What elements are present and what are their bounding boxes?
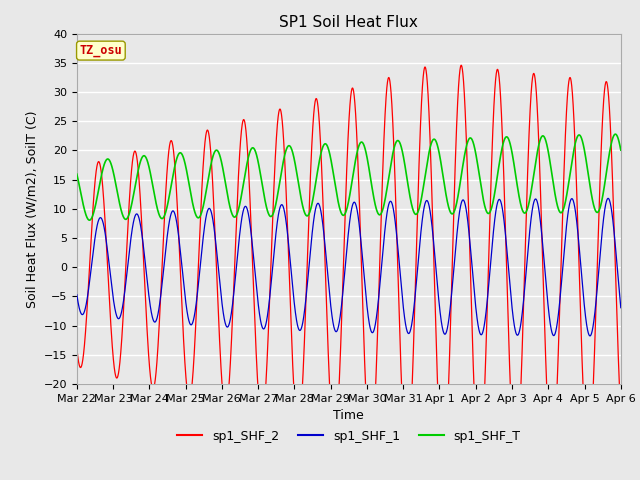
X-axis label: Time: Time — [333, 409, 364, 422]
sp1_SHF_T — [399, 153, 407, 158]
sp1_SHF_T — [86, 217, 93, 223]
sp1_SHF_T — [281, 152, 289, 158]
sp1_SHF_1 — [281, 210, 289, 216]
sp1_SHF_1 — [172, 214, 179, 220]
sp1_SHF_2 — [520, 278, 528, 284]
sp1_SHF_T — [520, 210, 528, 216]
sp1_SHF_T — [73, 171, 81, 177]
sp1_SHF_2 — [73, 345, 81, 350]
Line: sp1_SHF_1: sp1_SHF_1 — [77, 198, 621, 336]
sp1_SHF_1 — [73, 292, 81, 298]
Line: sp1_SHF_T: sp1_SHF_T — [77, 134, 621, 220]
sp1_SHF_1 — [586, 333, 594, 339]
sp1_SHF_1 — [427, 212, 435, 217]
sp1_SHF_T — [172, 159, 180, 165]
Legend: sp1_SHF_2, sp1_SHF_1, sp1_SHF_T: sp1_SHF_2, sp1_SHF_1, sp1_SHF_T — [172, 425, 525, 448]
sp1_SHF_T — [617, 147, 625, 153]
sp1_SHF_2 — [458, 62, 465, 68]
sp1_SHF_2 — [399, 418, 407, 424]
sp1_SHF_T — [479, 194, 486, 200]
sp1_SHF_2 — [439, 468, 447, 474]
sp1_SHF_2 — [617, 413, 625, 419]
sp1_SHF_1 — [617, 305, 625, 311]
sp1_SHF_1 — [479, 330, 486, 336]
Y-axis label: Soil Heat Flux (W/m2), SoilT (C): Soil Heat Flux (W/m2), SoilT (C) — [25, 110, 38, 308]
sp1_SHF_T — [611, 131, 619, 137]
sp1_SHF_1 — [399, 302, 407, 308]
sp1_SHF_T — [427, 143, 435, 148]
sp1_SHF_1 — [604, 195, 612, 201]
Title: SP1 Soil Heat Flux: SP1 Soil Heat Flux — [280, 15, 418, 30]
Line: sp1_SHF_2: sp1_SHF_2 — [77, 65, 621, 471]
sp1_SHF_2 — [281, 156, 289, 162]
sp1_SHF_2 — [172, 174, 179, 180]
Text: TZ_osu: TZ_osu — [79, 44, 122, 57]
sp1_SHF_1 — [520, 292, 528, 298]
sp1_SHF_2 — [427, 151, 435, 156]
sp1_SHF_2 — [479, 427, 487, 433]
